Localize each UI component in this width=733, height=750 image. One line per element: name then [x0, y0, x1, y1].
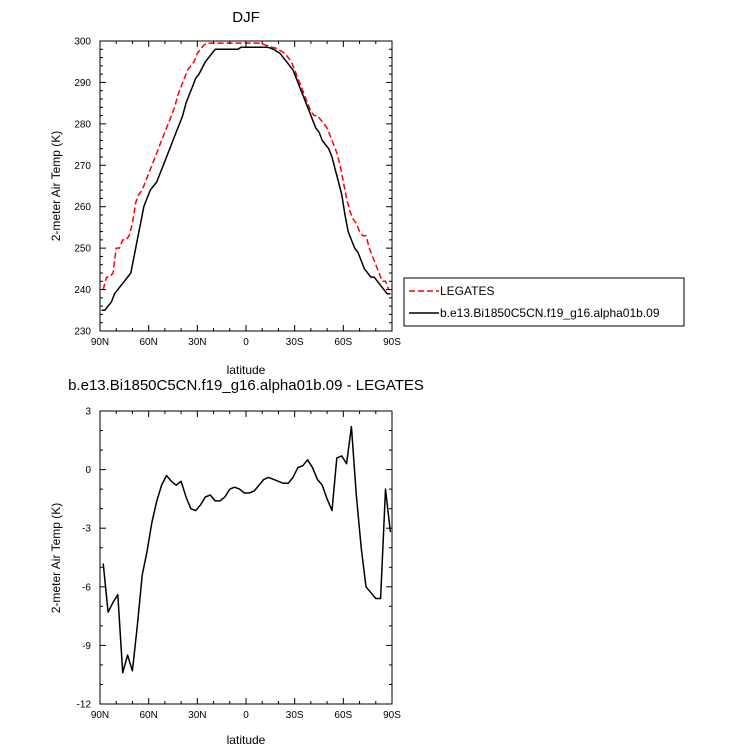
x-axis-label-top: latitude	[227, 363, 266, 377]
x-tick-label: 0	[243, 337, 249, 348]
x-tick-label: 30N	[188, 710, 206, 721]
y-tick-label: 280	[74, 119, 91, 130]
x-tick-label: 30S	[286, 710, 304, 721]
legend-label-model: b.e13.Bi1850C5CN.f19_g16.alpha01b.09	[440, 306, 660, 320]
x-tick-label: 90N	[91, 710, 109, 721]
plot-0: 90N 60N 30N 0 30S 60S 90S 230 240 250 260 270 280 290…	[74, 37, 401, 349]
x-tick-label: 0	[243, 710, 249, 721]
legend: LEGATES b.e13.Bi1850C5CN.f19_g16.alpha01…	[403, 277, 685, 327]
y-tick-label: 250	[74, 244, 91, 255]
legend-label-legates: LEGATES	[440, 284, 494, 298]
x-tick-label: 60N	[139, 337, 157, 348]
x-tick-label: 90N	[91, 337, 109, 348]
x-axis-label-bottom: latitude	[227, 733, 266, 747]
y-tick-label: 290	[74, 78, 91, 89]
series-line-0-0	[102, 42, 390, 290]
legend-box	[403, 277, 685, 327]
y-tick-label: 270	[74, 161, 91, 172]
y-tick-label: 230	[74, 327, 91, 338]
y-tick-label: 3	[85, 407, 91, 418]
chart-title-bottom: b.e13.Bi1850C5CN.f19_g16.alpha01b.09 - L…	[68, 377, 424, 394]
y-tick-label: -6	[82, 582, 91, 593]
y-axis-label-top: 2-meter Air Temp (K)	[49, 131, 63, 241]
series-line-0-1	[101, 46, 391, 312]
y-tick-label: 260	[74, 202, 91, 213]
x-tick-label: 30S	[286, 337, 304, 348]
x-tick-label: 90S	[383, 337, 401, 348]
x-tick-label: 90S	[383, 710, 401, 721]
y-tick-label: -12	[77, 700, 92, 711]
y-tick-label: -9	[82, 641, 91, 652]
y-tick-label: 240	[74, 285, 91, 296]
y-axis-label-bottom: 2-meter Air Temp (K)	[49, 503, 63, 613]
series-line-1-0	[102, 425, 392, 674]
plot-1: 90N 60N 30N 0 30S 60S 90S -12 -9 -6 -3 0 3	[77, 407, 402, 722]
x-tick-label: 60S	[334, 710, 352, 721]
y-tick-label: 0	[85, 465, 91, 476]
chart-title-top: DJF	[232, 9, 260, 26]
y-tick-label: -3	[82, 524, 91, 535]
x-tick-label: 30N	[188, 337, 206, 348]
x-tick-label: 60S	[334, 337, 352, 348]
y-tick-label: 300	[74, 37, 91, 48]
x-tick-label: 60N	[139, 710, 157, 721]
